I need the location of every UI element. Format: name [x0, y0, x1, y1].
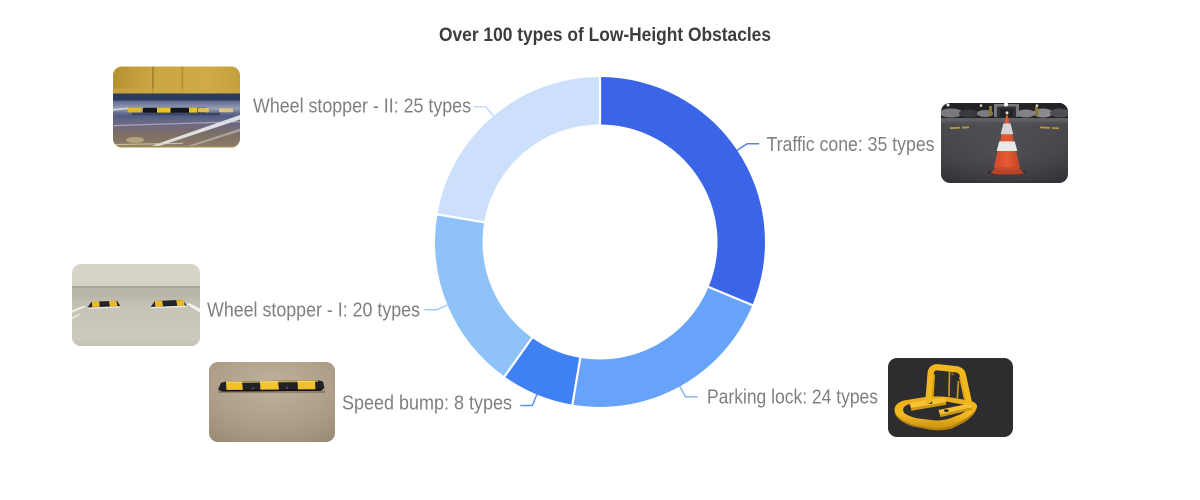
svg-text:Traffic cone: 35 types: Traffic cone: 35 types [767, 134, 935, 156]
svg-text:Speed bump: 8 types: Speed bump: 8 types [342, 393, 512, 415]
svg-text:Wheel stopper - II: 25 types: Wheel stopper - II: 25 types [253, 96, 471, 118]
svg-text:Over 100 types of Low-Height O: Over 100 types of Low-Height Obstacles [439, 25, 771, 46]
svg-text:Wheel stopper - I: 20 types: Wheel stopper - I: 20 types [207, 300, 420, 322]
svg-text:Parking lock: 24 types: Parking lock: 24 types [707, 387, 878, 409]
